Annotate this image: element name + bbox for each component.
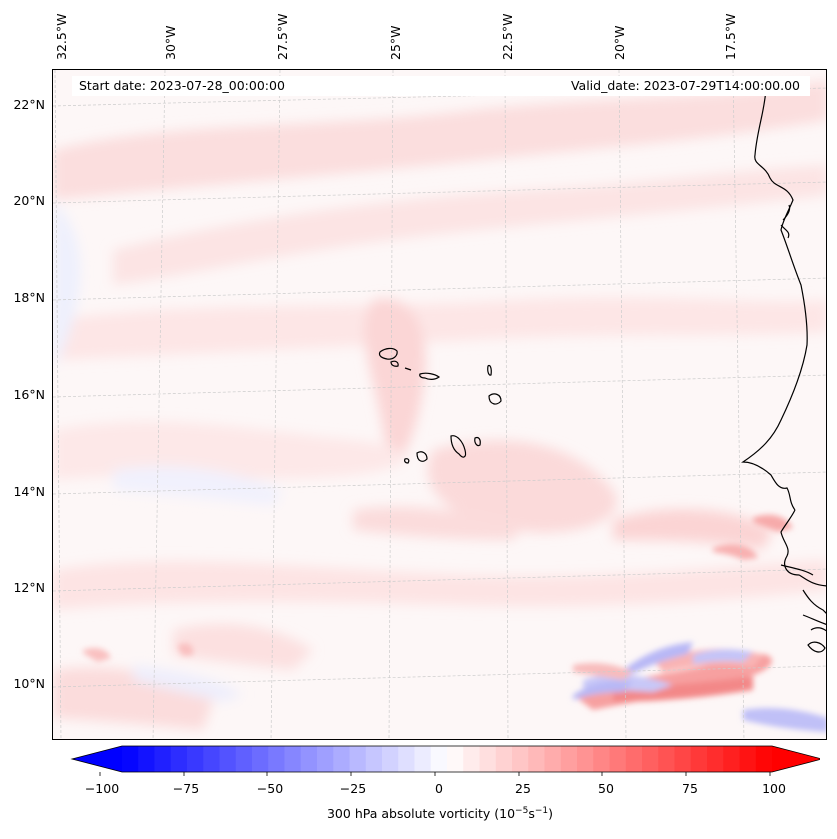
- colorbar-tick-25: 25: [515, 781, 531, 796]
- lon-label-22-5w: 22.5°W: [500, 13, 515, 60]
- map-canvas: [53, 70, 826, 739]
- colorbar-segment: [398, 746, 415, 772]
- maio-island: [474, 436, 481, 447]
- lat-label-20n: 20°N: [13, 193, 45, 208]
- lon-label-27-5w: 27.5°W: [275, 13, 290, 60]
- africa-coastline-north: [741, 87, 808, 511]
- boa-vista-island: [488, 393, 502, 405]
- colorbar-segment: [382, 746, 399, 772]
- colorbar-segment: [593, 746, 610, 772]
- cape-verde-islands: [378, 347, 502, 464]
- valid-date-label: Valid_date: 2023-07-29T14:00:00.00: [570, 78, 800, 93]
- sao-vicente-island: [390, 360, 399, 367]
- colorbar-segment: [300, 746, 318, 772]
- colorbar-ticks: [99, 772, 771, 776]
- colorbar-segment: [170, 746, 188, 772]
- colorbar-segments: [72, 746, 820, 772]
- colorbar-tick-100: 100: [762, 781, 786, 796]
- colorbar-segment: [365, 746, 383, 772]
- lat-label-16n: 16°N: [13, 387, 45, 402]
- lon-label-25w: 25°W: [388, 25, 403, 60]
- colorbar-segment: [658, 746, 675, 772]
- colorbar-segment: [447, 746, 464, 772]
- santo-antao-island: [378, 347, 398, 360]
- colorbar-segment: [268, 746, 285, 772]
- colorbar-segment: [495, 746, 513, 772]
- colorbar-segment: [625, 746, 643, 772]
- lon-label-20w: 20°W: [612, 25, 627, 60]
- colorbar-min-extension: [72, 746, 122, 772]
- colorbar-tick-50: 50: [598, 781, 614, 796]
- africa-coastline-south: [780, 509, 826, 587]
- colorbar-segment: [187, 746, 204, 772]
- santa-luzia-island: [404, 367, 412, 371]
- coastlines: [741, 87, 826, 653]
- lat-label-10n: 10°N: [13, 676, 45, 691]
- colorbar-segment: [528, 746, 545, 772]
- colorbar-segment: [284, 746, 302, 772]
- colorbar-segment: [463, 746, 480, 772]
- colorbar-segment: [235, 746, 253, 772]
- colorbar-outline: [70, 745, 820, 773]
- colorbar-segment: [122, 746, 139, 772]
- colorbar-segment: [512, 746, 529, 772]
- lon-label-32-5w: 32.5°W: [54, 13, 69, 60]
- colorbar-segment: [252, 746, 269, 772]
- colorbar: [70, 745, 820, 776]
- lat-label-12n: 12°N: [13, 580, 45, 595]
- lat-label-14n: 14°N: [13, 484, 45, 499]
- colorbar-segment: [642, 746, 659, 772]
- colorbar-max-extension: [772, 746, 820, 772]
- graticule: [53, 70, 826, 739]
- sao-nicolau-island: [419, 372, 441, 380]
- colorbar-tick-0: 0: [435, 781, 443, 796]
- colorbar-segment: [674, 746, 692, 772]
- colorbar-segment: [333, 746, 350, 772]
- colorbar-tick-minus-75: −75: [172, 781, 200, 796]
- colorbar-segment: [577, 746, 594, 772]
- lat-label-22n: 22°N: [13, 97, 45, 112]
- colorbar-tick-minus-25: −25: [339, 781, 367, 796]
- colorbar-segment: [154, 746, 172, 772]
- colorbar-segment: [138, 746, 155, 772]
- lon-label-30w: 30°W: [163, 25, 178, 60]
- sal-island: [487, 364, 492, 376]
- colorbar-segment: [560, 746, 578, 772]
- start-date-label: Start date: 2023-07-28_00:00:00: [79, 78, 285, 93]
- lon-label-17-5w: 17.5°W: [723, 13, 738, 60]
- colorbar-segment: [203, 746, 220, 772]
- fogo-island: [416, 451, 428, 462]
- colorbar-segment: [723, 746, 740, 772]
- vorticity-map: [52, 69, 827, 740]
- date-annotation-bar: [72, 76, 810, 96]
- vorticity-field: [53, 80, 826, 730]
- colorbar-segment: [349, 746, 367, 772]
- colorbar-tick-75: 75: [682, 781, 698, 796]
- lat-label-18n: 18°N: [13, 290, 45, 305]
- brava-island: [404, 458, 410, 464]
- colorbar-segment: [707, 746, 724, 772]
- colorbar-segment: [219, 746, 237, 772]
- colorbar-segment: [430, 746, 448, 772]
- colorbar-tick-minus-100: −100: [84, 781, 120, 796]
- colorbar-segment: [479, 746, 497, 772]
- colorbar-label: 300 hPa absolute vorticity (10−5s−1): [326, 806, 553, 822]
- colorbar-segment: [739, 746, 757, 772]
- colorbar-segment: [414, 746, 432, 772]
- colorbar-segment: [544, 746, 562, 772]
- colorbar-segment: [609, 746, 627, 772]
- colorbar-segment: [317, 746, 334, 772]
- colorbar-tick-minus-50: −50: [256, 781, 284, 796]
- santiago-island: [450, 435, 467, 458]
- colorbar-segment: [755, 746, 773, 772]
- colorbar-segment: [690, 746, 708, 772]
